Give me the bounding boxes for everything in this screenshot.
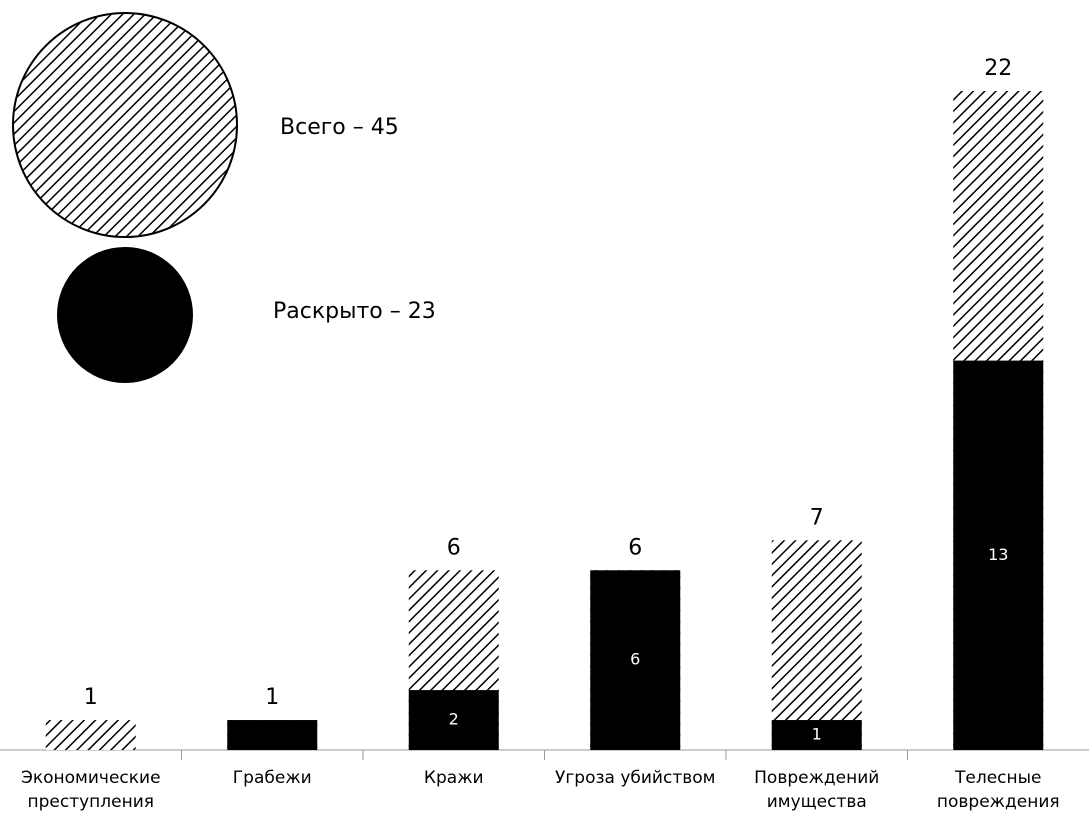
bar: [771, 720, 862, 750]
bar: [227, 720, 318, 750]
legend-swatch-solid: [57, 247, 193, 383]
value-label: 6: [630, 650, 640, 669]
total-label: 7: [810, 505, 824, 530]
x-tick-label: Повреждений имущества: [754, 768, 879, 812]
legend-label: Всего – 45: [280, 115, 399, 140]
total-label: 6: [628, 535, 642, 560]
value-label: 1: [812, 725, 822, 744]
total-label: 22: [984, 56, 1012, 81]
value-label: 2: [449, 710, 459, 729]
bar: [408, 690, 499, 750]
total-label: 1: [265, 685, 279, 710]
total-label: 1: [84, 685, 98, 710]
x-tick-label: Угроза убийством: [555, 768, 715, 788]
bar: [771, 540, 862, 750]
x-tick-label: Телесные повреждения: [937, 768, 1060, 812]
bar: [953, 360, 1044, 750]
x-tick-label: Грабежи: [233, 768, 312, 788]
legend-label: Раскрыто – 23: [273, 299, 436, 324]
bar: [45, 720, 136, 750]
total-label: 6: [447, 535, 461, 560]
legend-swatch-hatched: [12, 12, 238, 238]
x-tick-label: Кражи: [424, 768, 484, 788]
bar: [590, 570, 681, 750]
x-tick-label: Экономические преступления: [21, 768, 161, 812]
value-label: 13: [988, 545, 1008, 564]
